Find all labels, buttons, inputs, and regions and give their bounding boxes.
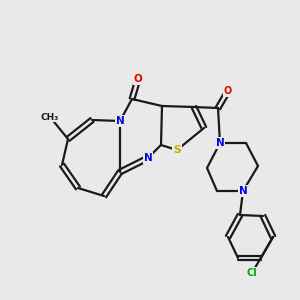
Text: N: N — [144, 153, 152, 163]
Text: O: O — [134, 74, 142, 84]
Text: S: S — [173, 145, 181, 155]
Text: CH₃: CH₃ — [41, 112, 59, 122]
Text: N: N — [216, 138, 224, 148]
Text: N: N — [238, 186, 247, 196]
Text: Cl: Cl — [247, 268, 257, 278]
Text: O: O — [224, 86, 232, 96]
Text: N: N — [116, 116, 124, 126]
